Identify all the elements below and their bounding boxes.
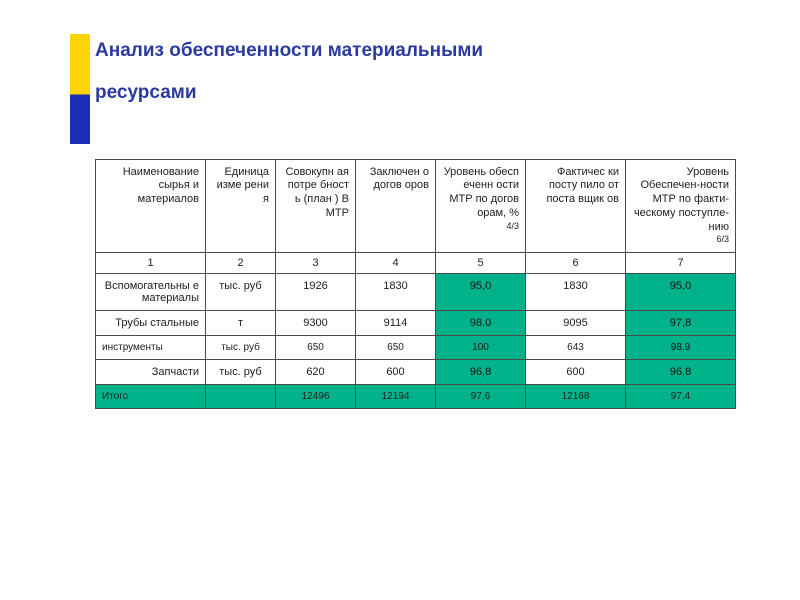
table-cell: 4: [356, 252, 436, 273]
table-header-cell: Наименование сырья и материалов: [96, 159, 206, 252]
table-row: Запчаститыс. руб62060096,860096,8: [96, 359, 736, 384]
table-row: инструментытыс. руб65065010064398,9: [96, 335, 736, 359]
table-header-cell: Единица изме рени я: [206, 159, 276, 252]
table-header-cell: Фактичес ки посту пило от поста вщик ов: [526, 159, 626, 252]
table-cell: 97,4: [626, 384, 736, 408]
resources-table: Наименование сырья и материаловЕдиница и…: [95, 159, 736, 409]
title-line-1: Анализ обеспеченности материальными: [95, 40, 483, 61]
table-cell: 12496: [276, 384, 356, 408]
table-cell: 1: [96, 252, 206, 273]
table-header-row: Наименование сырья и материаловЕдиница и…: [96, 159, 736, 252]
table-cell: 1926: [276, 273, 356, 310]
table-cell: Запчасти: [96, 359, 206, 384]
table-cell: 9114: [356, 310, 436, 335]
table-cell: тыс. руб: [206, 335, 276, 359]
table-cell: Итого: [96, 384, 206, 408]
table-cell: 600: [526, 359, 626, 384]
table-totals-row: Итого 124961219497,61216897,4: [96, 384, 736, 408]
table-header-sub: 6/3: [632, 234, 729, 245]
table-cell: 600: [356, 359, 436, 384]
table-cell: 1830: [526, 273, 626, 310]
table-header-cell: Уровень обесп еченн ости МТР по догов ор…: [436, 159, 526, 252]
table-cell: 98,0: [436, 310, 526, 335]
page-title: Анализ обеспеченности материальными ресу…: [95, 30, 740, 114]
accent-block: [70, 34, 90, 144]
table-header-cell: Заключен о догов оров: [356, 159, 436, 252]
table-cell: 12168: [526, 384, 626, 408]
table-cell: 9300: [276, 310, 356, 335]
table-cell: Трубы стальные: [96, 310, 206, 335]
table-cell: 1830: [356, 273, 436, 310]
table-cell: 95,0: [436, 273, 526, 310]
table-cell: 650: [356, 335, 436, 359]
table-cell: 2: [206, 252, 276, 273]
table-cell: 12194: [356, 384, 436, 408]
table-header-cell: Совокупн ая потре бност ь (план ) В МТР: [276, 159, 356, 252]
table-header-cell: Уровень Обеспечен-ности МТР по факти-чес…: [626, 159, 736, 252]
table-cell: тыс. руб: [206, 273, 276, 310]
title-line-2: ресурсами: [95, 82, 197, 103]
table-cell: 7: [626, 252, 736, 273]
table-row: Трубы стальныет9300911498,0909597,8: [96, 310, 736, 335]
table-row: Вспомогательны е материалытыс. руб192618…: [96, 273, 736, 310]
table-cell: 620: [276, 359, 356, 384]
table-cell: 643: [526, 335, 626, 359]
table-cell: 96,8: [436, 359, 526, 384]
table-cell: 9095: [526, 310, 626, 335]
table-cell: тыс. руб: [206, 359, 276, 384]
table-cell: 97,8: [626, 310, 736, 335]
table-cell: 650: [276, 335, 356, 359]
table-cell: [206, 384, 276, 408]
table-cell: 97,6: [436, 384, 526, 408]
table-cell: 100: [436, 335, 526, 359]
table-cell: т: [206, 310, 276, 335]
table-header-sub: 4/3: [442, 221, 519, 232]
table-cell: 98,9: [626, 335, 736, 359]
table-cell: 96,8: [626, 359, 736, 384]
table-cell: 95,0: [626, 273, 736, 310]
table-cell: Вспомогательны е материалы: [96, 273, 206, 310]
table-number-row: 1234567: [96, 252, 736, 273]
table-cell: инструменты: [96, 335, 206, 359]
table-cell: 3: [276, 252, 356, 273]
table-cell: 6: [526, 252, 626, 273]
table-cell: 5: [436, 252, 526, 273]
